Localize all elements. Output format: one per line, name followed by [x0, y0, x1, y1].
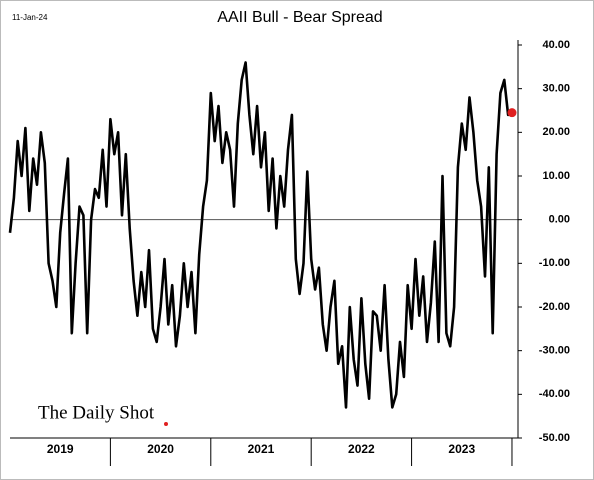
y-tick-label: -50.00 [539, 432, 570, 444]
series-line [8, 61, 513, 409]
y-tick-label: 10.00 [542, 170, 570, 182]
x-tick-label: 2023 [448, 442, 475, 456]
y-tick-label: 20.00 [542, 126, 570, 138]
y-tick-label: -40.00 [539, 388, 570, 400]
x-tick-label: 2021 [248, 442, 275, 456]
y-tick-label: 40.00 [542, 39, 570, 51]
x-tick-label: 2019 [47, 442, 74, 456]
x-tick-label: 2020 [147, 442, 174, 456]
y-tick-label: 0.00 [549, 214, 570, 226]
y-tick-label: -10.00 [539, 257, 570, 269]
y-tick-label: -20.00 [539, 301, 570, 313]
last-point [507, 108, 517, 118]
y-tick-label: 30.00 [542, 83, 570, 95]
y-tick-label: -30.00 [539, 345, 570, 357]
source-dot [164, 422, 168, 426]
date-note: 11-Jan-24 [12, 13, 48, 22]
source: The Daily Shot [38, 402, 155, 423]
x-tick-label: 2022 [348, 442, 375, 456]
chart-title: AAII Bull - Bear Spread [217, 9, 382, 26]
